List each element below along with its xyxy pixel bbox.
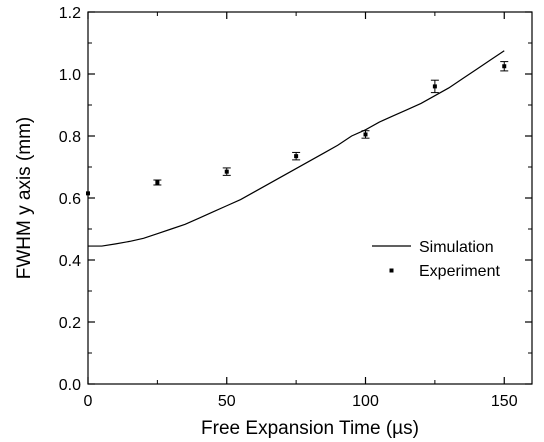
plot-frame <box>87 11 533 385</box>
y-tick-label: 0.0 <box>59 377 81 394</box>
experiment-point <box>361 130 370 139</box>
y-tick-label: 1.2 <box>59 5 81 22</box>
x-tick-label: 50 <box>218 393 236 410</box>
y-tick-label: 0.6 <box>59 191 81 208</box>
experiment-point <box>430 79 439 94</box>
y-tick-label: 0.2 <box>59 315 81 332</box>
point-marker <box>432 84 437 89</box>
experiment-point <box>500 61 509 72</box>
x-axis-title: Free Expansion Time (µs) <box>201 418 419 439</box>
simulation-line <box>88 50 505 247</box>
point-marker <box>155 180 160 185</box>
point-marker <box>224 169 229 174</box>
y-tick-label: 1.0 <box>59 67 81 84</box>
point-marker <box>363 132 368 137</box>
tick-labels: 0 50 100 150 0.0 0.2 0.4 0.6 0.8 1.0 1.2 <box>59 5 518 410</box>
legend-experiment-marker <box>389 268 394 273</box>
point-marker <box>502 64 507 69</box>
legend-simulation-label: Simulation <box>419 239 494 256</box>
x-tick-label: 150 <box>491 393 518 410</box>
experiment-point <box>292 151 301 161</box>
y-axis-title: FWHM y axis (mm) <box>14 117 35 280</box>
ticks <box>87 11 532 385</box>
y-tick-label: 0.8 <box>59 129 81 146</box>
experiment-point <box>153 179 162 186</box>
x-tick-label: 100 <box>352 393 379 410</box>
legend: Simulation Experiment <box>372 239 500 280</box>
experiment-point <box>86 191 90 196</box>
x-tick-label: 0 <box>84 393 93 410</box>
point-marker <box>86 191 90 196</box>
point-marker <box>294 154 299 159</box>
experiment-point <box>222 167 231 176</box>
y-tick-label: 0.4 <box>59 253 81 270</box>
legend-experiment-label: Experiment <box>419 263 500 280</box>
experiment-points <box>86 61 509 196</box>
